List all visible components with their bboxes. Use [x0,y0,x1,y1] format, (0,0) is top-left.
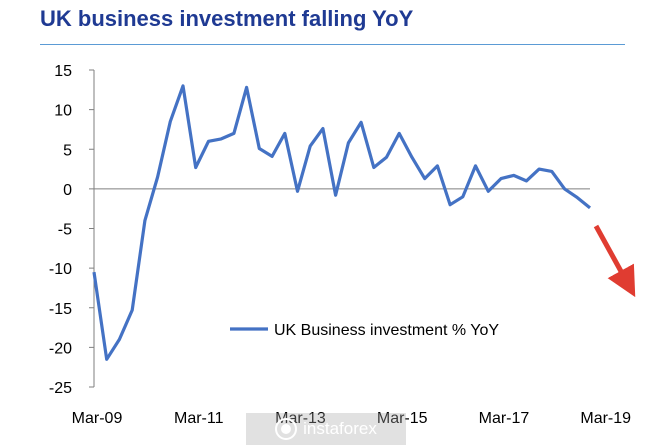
watermark-text: instaforex [303,419,377,438]
y-tick-label: 5 [63,142,72,159]
y-tick-label: 15 [54,63,72,80]
instaforex-logo-icon [275,418,298,440]
y-tick-label: -20 [49,340,72,357]
x-tick-label: Mar-19 [580,410,631,427]
x-tick-label: Mar-09 [72,410,123,427]
series-line-uk-business-investment [92,84,592,361]
x-tick-label: Mar-17 [479,410,530,427]
y-tick-label: -5 [58,222,72,239]
x-tick-label: Mar-11 [174,410,224,427]
title-divider [40,44,625,45]
legend-label: UK Business investment % YoY [274,322,499,339]
y-tick-label: -25 [49,380,72,397]
watermark: instaforex [246,413,406,445]
y-tick-label: 10 [54,103,72,120]
chart-title: UK business investment falling YoY [40,6,414,31]
y-tick-label: 0 [63,182,72,199]
y-tick-label: -15 [49,301,72,318]
x-tick-label: Mar-15 [377,410,428,427]
y-tick-label: -10 [49,261,72,278]
trend-arrow [593,224,636,298]
